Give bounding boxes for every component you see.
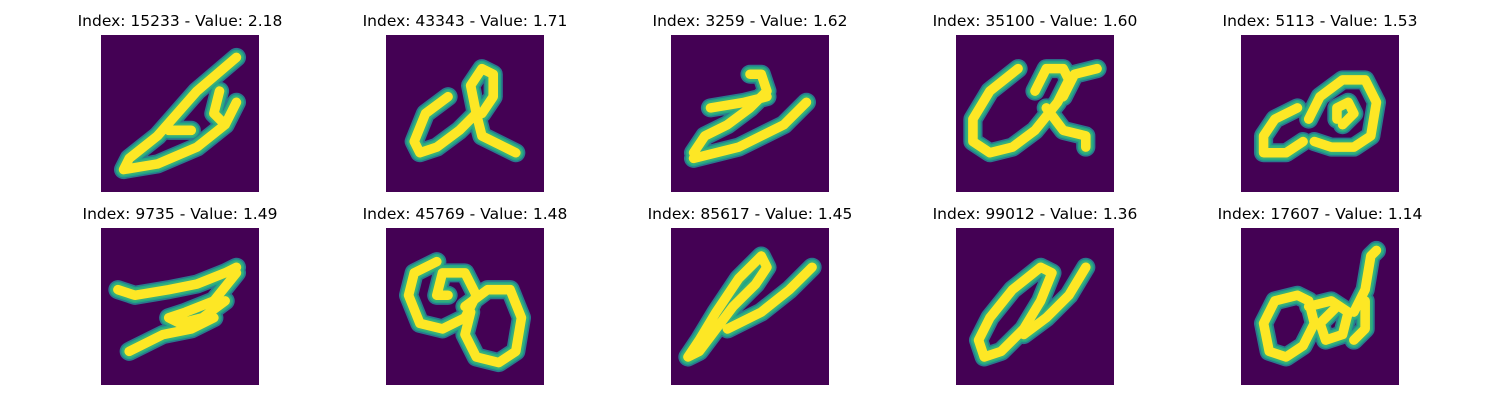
panel-title: Index: 9735 - Value: 1.49 [82, 205, 278, 223]
digit-image [101, 35, 259, 192]
panel-title: Index: 17607 - Value: 1.14 [1217, 205, 1423, 223]
panel-title: Index: 3259 - Value: 1.62 [652, 12, 848, 30]
digit-image [671, 35, 829, 192]
digit-image [386, 228, 544, 385]
digit-image [956, 35, 1114, 192]
panel-title: Index: 45769 - Value: 1.48 [362, 205, 568, 223]
panel-title: Index: 43343 - Value: 1.71 [362, 12, 568, 30]
digit-image [386, 35, 544, 192]
panel-title: Index: 5113 - Value: 1.53 [1222, 12, 1418, 30]
panel-title: Index: 99012 - Value: 1.36 [932, 205, 1138, 223]
digit-image [956, 228, 1114, 385]
digit-image [1241, 35, 1399, 192]
panel-title: Index: 15233 - Value: 2.18 [77, 12, 283, 30]
panel-title: Index: 35100 - Value: 1.60 [932, 12, 1138, 30]
digit-image [1241, 228, 1399, 385]
digit-image [671, 228, 829, 385]
panel-title: Index: 85617 - Value: 1.45 [647, 205, 853, 223]
digit-image [101, 228, 259, 385]
